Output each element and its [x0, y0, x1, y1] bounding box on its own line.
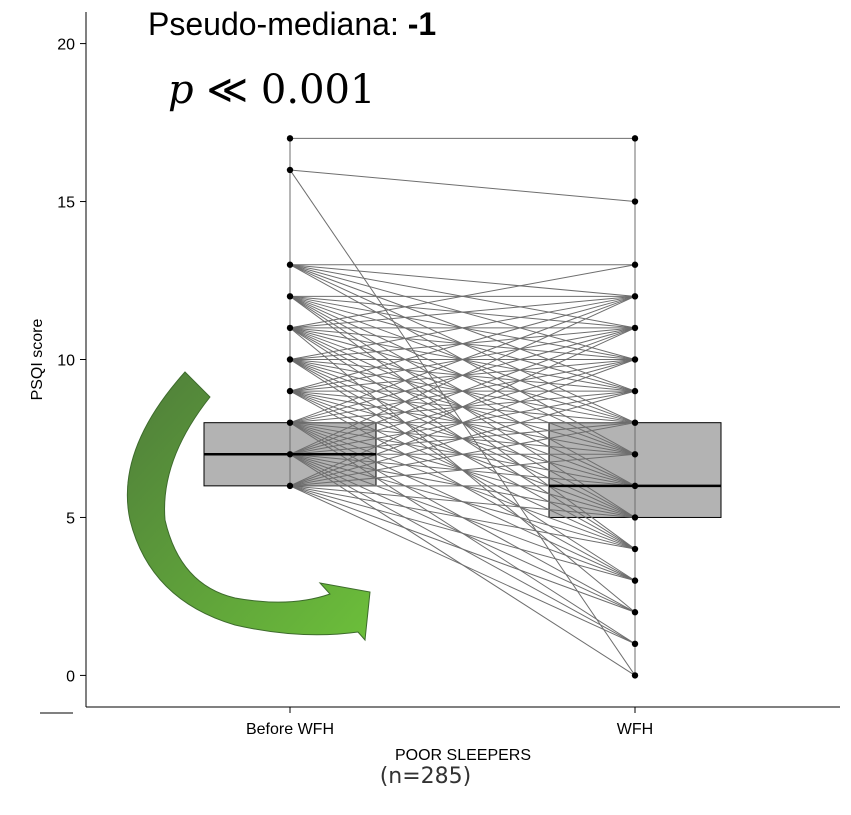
data-point-before [286, 356, 294, 363]
data-point-wfh [631, 672, 639, 679]
paired-line [289, 485, 636, 518]
data-point-before [286, 387, 294, 395]
paired-line [289, 485, 636, 613]
paired-line [289, 485, 636, 550]
data-point-wfh [631, 261, 639, 268]
paired-line [289, 327, 636, 455]
paired-line [289, 295, 636, 424]
data-point-wfh [631, 198, 639, 205]
paired-line [289, 359, 636, 487]
paired-line [289, 390, 636, 487]
paired-line [289, 295, 636, 455]
paired-line [289, 453, 636, 487]
x-axis-label: POOR SLEEPERS [395, 747, 531, 764]
p-value: 0.001 [260, 67, 376, 113]
pseudo-median-annotation: Pseudo-mediana: -1 [148, 4, 436, 44]
data-point-before [286, 419, 294, 426]
paired-line [289, 264, 636, 297]
p-symbol: p [168, 67, 194, 113]
data-point-wfh [631, 451, 639, 458]
x-tick-label: WFH [617, 721, 653, 738]
data-point-before [286, 261, 294, 268]
y-tick-label: 20 [57, 37, 75, 54]
data-point-wfh [631, 387, 639, 395]
decrease-arrow-icon [126, 371, 371, 642]
paired-line [289, 485, 636, 582]
paired-line [289, 295, 636, 360]
data-point-before [286, 293, 294, 300]
data-point-wfh [631, 324, 639, 332]
data-point-wfh [631, 419, 639, 426]
data-point-wfh [631, 577, 639, 584]
data-point-wfh [631, 293, 639, 300]
y-axis-label: PSQI score [29, 319, 46, 401]
data-point-wfh [631, 356, 639, 363]
data-point-before [286, 482, 294, 490]
pseudo-median-value: -1 [407, 6, 437, 42]
data-point-before [286, 324, 294, 332]
data-point-wfh [631, 640, 639, 648]
paired-line [289, 169, 636, 203]
y-tick-label: 5 [66, 510, 75, 527]
paired-line [289, 264, 636, 329]
data-point-wfh [631, 135, 639, 142]
paired-line [289, 485, 636, 645]
data-point-before [286, 166, 294, 174]
paired-line [289, 327, 636, 487]
data-point-wfh [631, 609, 639, 616]
paired-line [289, 422, 636, 487]
data-point-before [286, 135, 294, 142]
x-tick-label: Before WFH [246, 721, 334, 738]
pseudo-median-label: Pseudo-mediana: [148, 6, 399, 42]
paired-line [289, 295, 636, 329]
p-relation: ≪ [206, 67, 249, 113]
paired-line [289, 295, 636, 392]
y-tick-label: 10 [57, 353, 75, 370]
data-point-wfh [631, 545, 639, 553]
y-tick-label: 15 [57, 195, 75, 212]
p-value-annotation: p ≪ 0.001 [168, 64, 375, 116]
sample-size-label: (n=285) [379, 764, 472, 789]
data-point-wfh [631, 514, 639, 521]
y-tick-label: 0 [66, 668, 75, 685]
